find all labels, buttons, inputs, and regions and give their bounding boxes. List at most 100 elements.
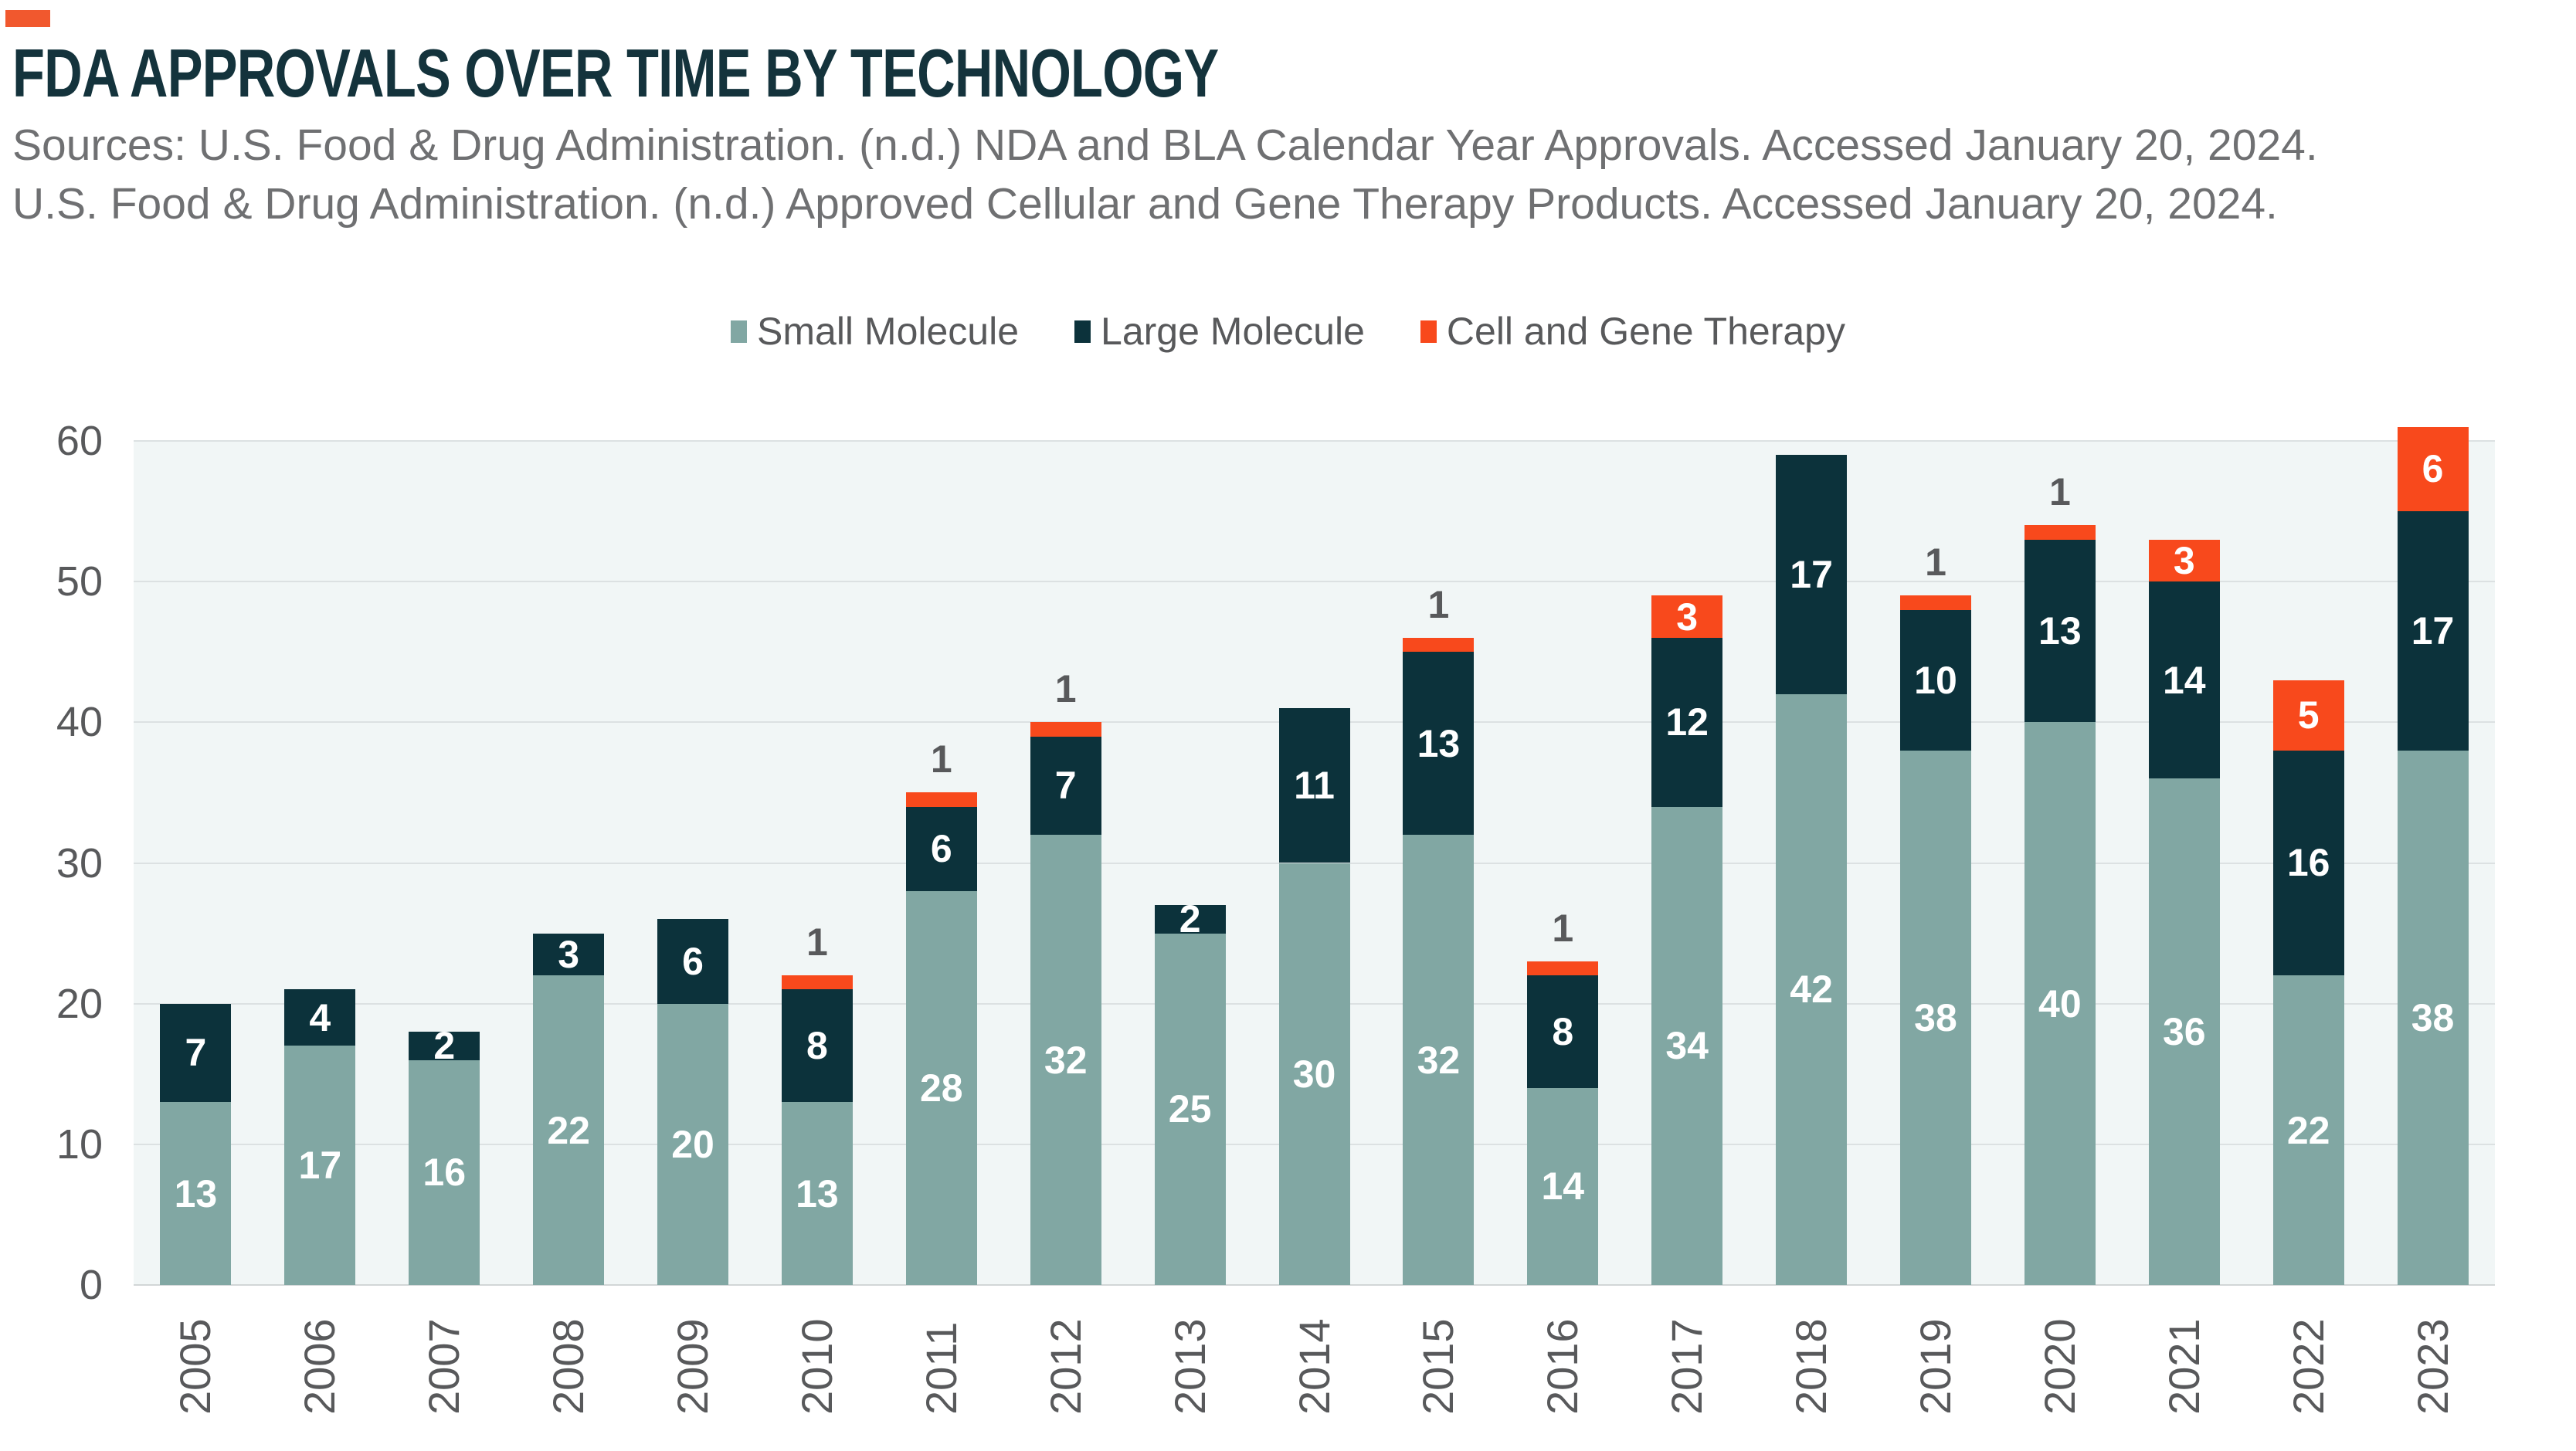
bar-value-label-large-molecule-2022: 16 — [2286, 841, 2330, 885]
bar-value-label-large-molecule-2018: 17 — [1790, 553, 1833, 597]
x-axis-label-2019: 2019 — [1910, 1318, 1960, 1415]
bar-segment-small-molecule-2018 — [1776, 693, 1848, 1285]
bar-value-label-large-molecule-2020: 13 — [2038, 609, 2082, 653]
bar-segment-large-molecule-2007 — [409, 1032, 480, 1060]
bar-segment-small-molecule-2013 — [1154, 933, 1226, 1285]
bar-value-label-small-molecule-2008: 22 — [547, 1108, 590, 1152]
bar-segment-large-molecule-2005 — [160, 1003, 232, 1103]
bar-value-label-large-molecule-2009: 6 — [682, 940, 704, 983]
bar-value-label-cell-and-gene-therapy-2021: 3 — [2173, 538, 2195, 582]
bar-segment-small-molecule-2010 — [781, 1102, 853, 1285]
bar-segment-large-molecule-2022 — [2272, 750, 2344, 976]
x-axis-label-2017: 2017 — [1662, 1318, 1712, 1415]
bar-segment-small-molecule-2005 — [160, 1102, 232, 1285]
bar-value-label-outside-2020: 1 — [2048, 470, 2071, 514]
x-axis-label-2014: 2014 — [1289, 1318, 1339, 1415]
bar-segment-cell-and-gene-therapy-2015 — [1403, 638, 1475, 653]
bar-value-label-small-molecule-2023: 38 — [2411, 995, 2455, 1039]
bar-value-label-outside-2016: 1 — [1552, 907, 1574, 951]
x-axis-label-2010: 2010 — [792, 1318, 841, 1415]
bar-segment-large-molecule-2021 — [2148, 581, 2220, 779]
bar-segment-large-molecule-2014 — [1278, 708, 1350, 863]
bar-value-label-small-molecule-2019: 38 — [1914, 995, 1957, 1039]
legend-label: Small Molecule — [757, 310, 1020, 353]
bar-segment-cell-and-gene-therapy-2022 — [2272, 680, 2344, 751]
bar-segment-small-molecule-2014 — [1278, 863, 1350, 1285]
bar-value-label-small-molecule-2020: 40 — [2038, 981, 2082, 1026]
bar-segment-small-molecule-2017 — [1651, 806, 1723, 1285]
legend-item-large-molecule: Large Molecule — [1074, 312, 1365, 351]
bar-segment-large-molecule-2016 — [1527, 975, 1599, 1088]
bar-segment-large-molecule-2012 — [1030, 736, 1101, 836]
bar-value-label-large-molecule-2016: 8 — [1552, 1010, 1574, 1054]
bar-value-label-large-molecule-2006: 4 — [309, 995, 331, 1039]
bar-value-label-outside-2015: 1 — [1427, 583, 1450, 627]
bar-value-label-small-molecule-2017: 34 — [1665, 1024, 1709, 1068]
brand-accent-bar — [5, 10, 50, 27]
bar-segment-small-molecule-2008 — [533, 975, 605, 1285]
chart-legend: Small Molecule Large Molecule Cell and G… — [0, 312, 2576, 351]
bar-segment-large-molecule-2009 — [657, 919, 729, 1004]
bar-value-label-cell-and-gene-therapy-2023: 6 — [2422, 447, 2444, 491]
bar-value-label-outside-2012: 1 — [1054, 667, 1077, 711]
bar-segment-small-molecule-2012 — [1030, 835, 1101, 1285]
bar-value-label-large-molecule-2014: 11 — [1294, 764, 1335, 808]
y-axis-tick-50: 50 — [56, 558, 103, 605]
bar-value-label-small-molecule-2005: 13 — [174, 1171, 218, 1215]
bar-value-label-large-molecule-2017: 12 — [1665, 700, 1709, 744]
bar-segment-cell-and-gene-therapy-2010 — [781, 975, 853, 990]
x-axis-label-2016: 2016 — [1538, 1318, 1587, 1415]
bar-segment-large-molecule-2018 — [1776, 455, 1848, 694]
legend-item-cell-and-gene-therapy: Cell and Gene Therapy — [1420, 312, 1845, 351]
bar-segment-large-molecule-2023 — [2397, 511, 2469, 751]
y-axis-tick-10: 10 — [56, 1120, 103, 1168]
bar-segment-large-molecule-2013 — [1154, 905, 1226, 934]
bar-segment-large-molecule-2020 — [2024, 539, 2096, 723]
bar-segment-large-molecule-2010 — [781, 989, 853, 1103]
bar-segment-small-molecule-2015 — [1403, 835, 1475, 1285]
bar-segment-small-molecule-2007 — [409, 1059, 480, 1285]
x-axis-label-2015: 2015 — [1414, 1318, 1463, 1415]
bar-value-label-cell-and-gene-therapy-2022: 5 — [2297, 693, 2320, 737]
bar-value-label-large-molecule-2005: 7 — [185, 1031, 207, 1075]
bar-value-label-small-molecule-2012: 32 — [1044, 1038, 1088, 1082]
bar-value-label-large-molecule-2011: 6 — [930, 827, 952, 871]
x-axis-label-2007: 2007 — [419, 1318, 469, 1415]
x-axis-label-2008: 2008 — [544, 1318, 593, 1415]
bar-segment-cell-and-gene-therapy-2011 — [905, 792, 977, 807]
legend-swatch-icon — [1420, 320, 1437, 343]
bar-value-label-small-molecule-2013: 25 — [1168, 1087, 1212, 1131]
bar-value-label-small-molecule-2021: 36 — [2162, 1010, 2206, 1054]
gridline-y-60 — [134, 440, 2495, 442]
bar-segment-small-molecule-2016 — [1527, 1087, 1599, 1285]
bar-segment-small-molecule-2023 — [2397, 750, 2469, 1285]
bar-value-label-small-molecule-2016: 14 — [1541, 1165, 1585, 1209]
bar-segment-cell-and-gene-therapy-2019 — [1899, 595, 1971, 610]
bar-segment-cell-and-gene-therapy-2017 — [1651, 595, 1723, 639]
bar-segment-large-molecule-2019 — [1899, 609, 1971, 751]
bar-value-label-large-molecule-2008: 3 — [558, 932, 580, 976]
bar-segment-large-molecule-2008 — [533, 933, 605, 976]
bar-value-label-small-molecule-2022: 22 — [2286, 1108, 2330, 1152]
y-axis-tick-60: 60 — [56, 418, 103, 464]
legend-label: Cell and Gene Therapy — [1446, 310, 1845, 353]
bar-value-label-small-molecule-2006: 17 — [298, 1144, 342, 1188]
legend-swatch-icon — [731, 320, 748, 343]
bar-value-label-large-molecule-2012: 7 — [1054, 764, 1077, 808]
bar-segment-cell-and-gene-therapy-2023 — [2397, 426, 2469, 512]
bar-segment-cell-and-gene-therapy-2020 — [2024, 525, 2096, 540]
x-axis-label-2020: 2020 — [2035, 1318, 2084, 1415]
bar-value-label-large-molecule-2019: 10 — [1914, 658, 1957, 702]
bar-segment-large-molecule-2015 — [1403, 652, 1475, 836]
bar-segment-small-molecule-2020 — [2024, 722, 2096, 1285]
bar-value-label-large-molecule-2021: 14 — [2162, 658, 2206, 702]
bar-value-label-large-molecule-2015: 13 — [1417, 721, 1461, 765]
x-axis-label-2005: 2005 — [171, 1318, 220, 1415]
bar-value-label-small-molecule-2007: 16 — [423, 1151, 467, 1195]
x-axis-label-2011: 2011 — [916, 1321, 966, 1415]
y-axis-tick-0: 0 — [79, 1262, 103, 1308]
bar-value-label-large-molecule-2013: 2 — [1179, 897, 1201, 941]
bar-value-label-large-molecule-2023: 17 — [2411, 609, 2455, 653]
x-axis-label-2018: 2018 — [1787, 1318, 1836, 1415]
bar-segment-cell-and-gene-therapy-2012 — [1030, 722, 1101, 737]
